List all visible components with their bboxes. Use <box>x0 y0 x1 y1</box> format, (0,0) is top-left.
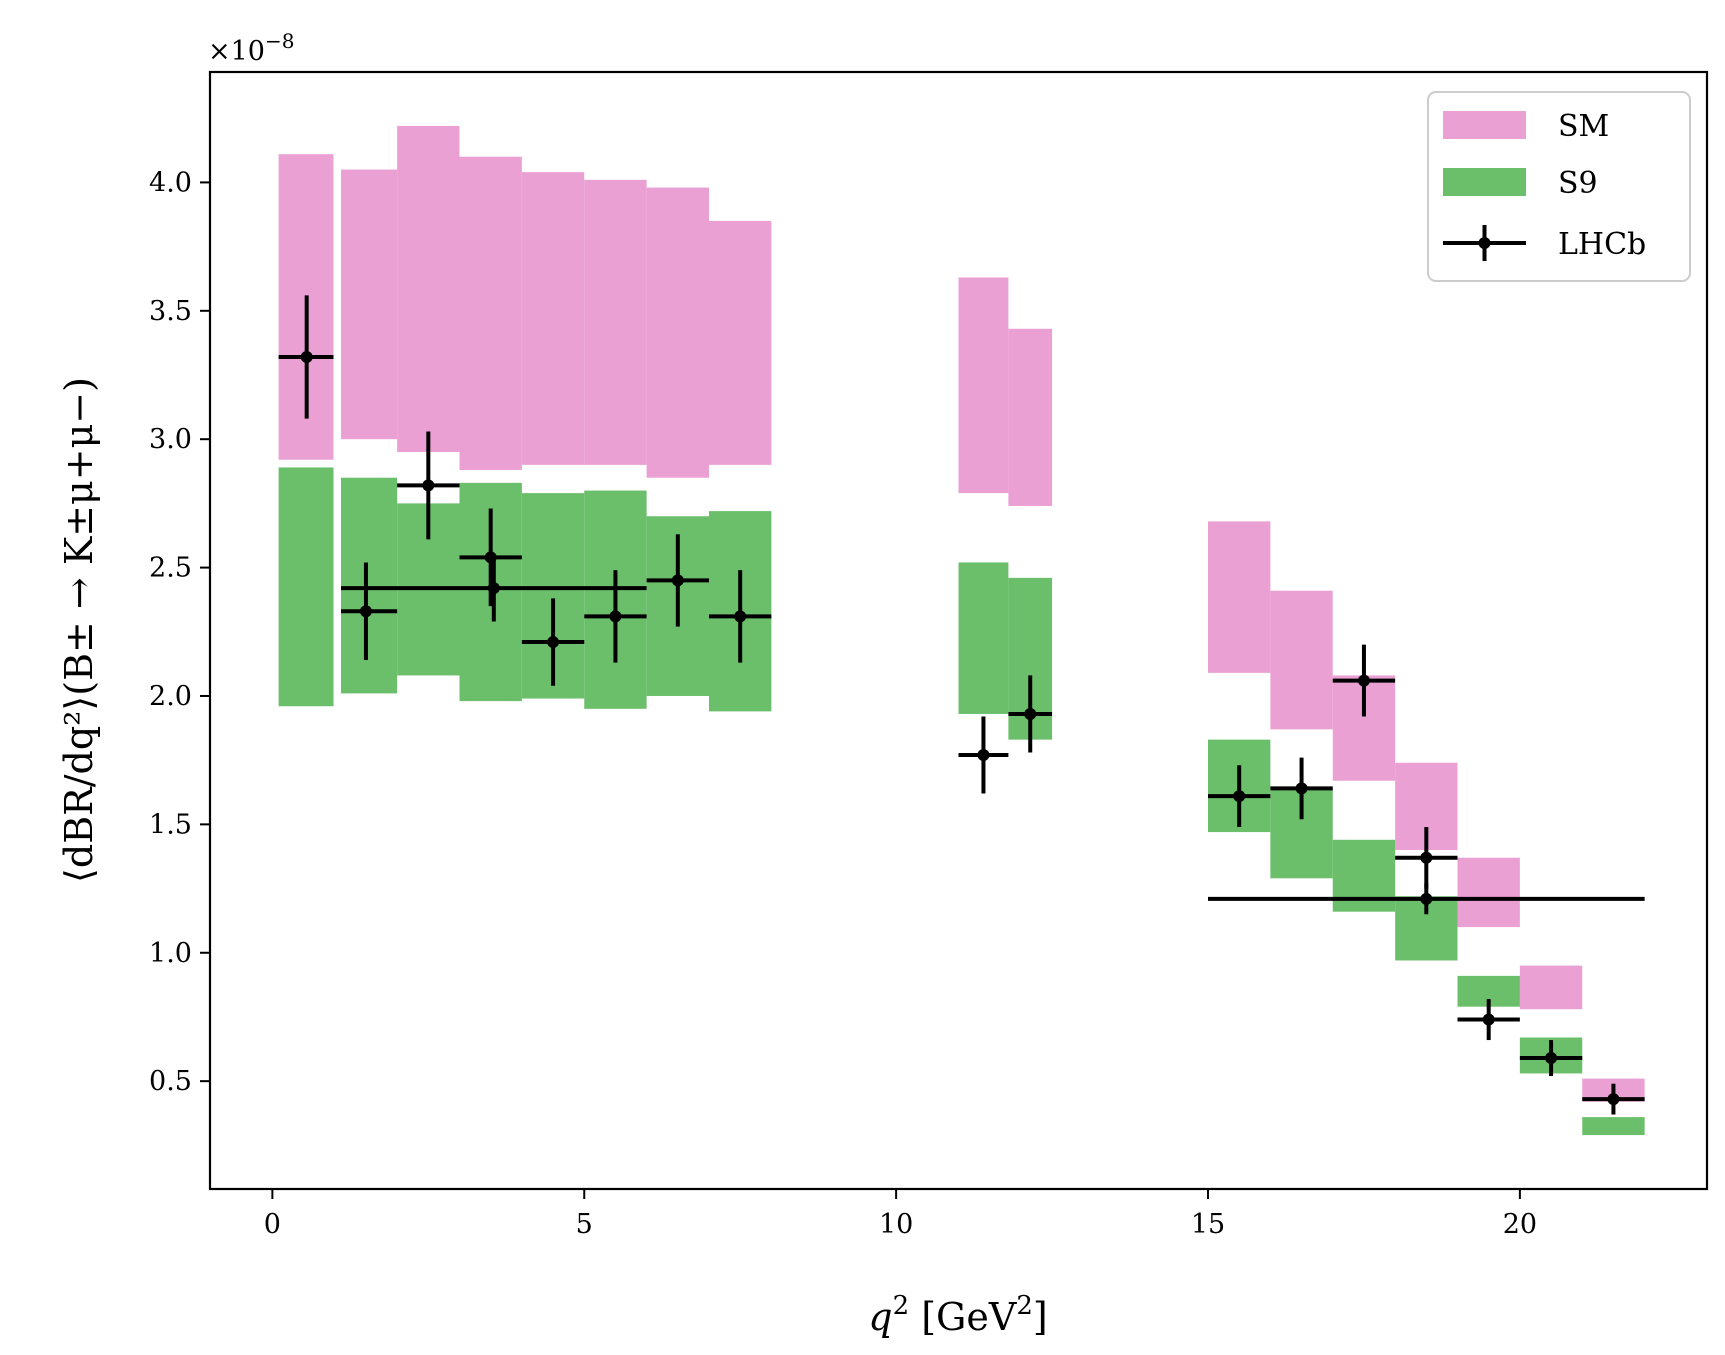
lhcb-point-0 <box>278 295 334 419</box>
x-tick-label-1: 5 <box>576 1209 593 1240</box>
legend-swatch-sm <box>1443 111 1526 139</box>
lhcb-point-10 <box>1008 675 1053 753</box>
sm-band-8 <box>958 277 1009 494</box>
plot-frame <box>208 70 1709 1191</box>
lhcb-point-16 <box>1457 998 1520 1041</box>
lhcb-marker-14 <box>1420 851 1433 864</box>
sm-band-6 <box>646 187 709 478</box>
legend-label-sm: SM <box>1558 109 1609 144</box>
lhcb-marker-13 <box>1357 674 1370 687</box>
s9-band-12 <box>1332 839 1396 912</box>
s9-band-1 <box>340 477 398 694</box>
lhcb-marker-16 <box>1482 1013 1495 1026</box>
x-axis: 0 5 10 15 20 <box>264 1189 1537 1240</box>
x-axis-title: q2 [GeV2] <box>868 1291 1047 1339</box>
y-tick-label-2: 1.5 <box>149 809 192 840</box>
y-axis-title: ⟨dBR/dq²⟩(B± → K±μ+μ−) <box>57 377 101 883</box>
sm-band-15 <box>1519 965 1583 1010</box>
x-tick-label-2: 10 <box>879 1209 913 1240</box>
lhcb-marker-5 <box>547 636 560 649</box>
legend-swatch-s9 <box>1443 168 1526 196</box>
lhcb-marker-1 <box>359 605 372 618</box>
lhcb-marker-2 <box>422 479 435 492</box>
sm-band-11 <box>1270 590 1333 730</box>
y-tick-label-0: 0.5 <box>149 1066 192 1097</box>
sm-band-2 <box>397 125 460 453</box>
lhcb-point-2 <box>397 431 460 540</box>
legend-marker-lhcb <box>1443 225 1526 261</box>
lhcb-marker-15 <box>1420 892 1433 905</box>
lhcb-marker-4 <box>487 582 500 595</box>
lhcb-marker-12 <box>1295 782 1308 795</box>
lhcb-marker-17 <box>1545 1052 1558 1065</box>
x-tick-label-0: 0 <box>264 1209 281 1240</box>
lhcb-point-9 <box>958 716 1009 794</box>
y-tick-label-1: 1.0 <box>149 938 192 969</box>
lhcb-point-5 <box>521 598 585 686</box>
lhcb-point-4 <box>340 554 647 622</box>
x-tick-label-4: 20 <box>1503 1209 1537 1240</box>
lhcb-point-12 <box>1270 757 1333 820</box>
lhcb-marker-18 <box>1607 1093 1620 1106</box>
lhcb-marker-9 <box>977 749 990 762</box>
sm-band-1 <box>340 169 398 440</box>
sm-band-9 <box>1008 328 1053 506</box>
lhcb-point-11 <box>1208 765 1271 827</box>
lhcb-marker-8 <box>734 610 747 623</box>
lhcb-point-6 <box>584 570 647 663</box>
s9-band-0 <box>278 467 334 707</box>
lhcb-marker-7 <box>671 574 684 587</box>
sm-band-7 <box>709 220 772 465</box>
lhcb-point-14 <box>1395 826 1458 889</box>
sm-band-4 <box>521 172 585 465</box>
y-tick-label-5: 3.0 <box>149 424 192 455</box>
lhcb-point-13 <box>1332 644 1396 717</box>
sm-band-14 <box>1457 857 1520 928</box>
lhcb-point-18 <box>1582 1083 1645 1115</box>
legend-label-lhcb: LHCb <box>1558 227 1646 262</box>
lhcb-point-15 <box>1208 883 1645 915</box>
sm-band-10 <box>1208 521 1271 673</box>
s9-band-8 <box>958 562 1009 714</box>
legend-box <box>1427 91 1691 282</box>
y-tick-label-6: 3.5 <box>149 296 192 327</box>
s9-band-16 <box>1582 1117 1645 1136</box>
y-axis: 0.5 1.0 1.5 2.0 2.5 3.0 3.5 4.0 <box>149 167 210 1097</box>
lhcb-marker-6 <box>609 610 622 623</box>
y-tick-label-7: 4.0 <box>149 167 192 198</box>
lhcb-point-1 <box>340 562 398 661</box>
y-tick-label-4: 2.5 <box>149 553 192 584</box>
sm-band-3 <box>459 156 522 471</box>
legend-label-s9: S9 <box>1558 166 1598 201</box>
y-exponent-label: ×10−8 <box>208 29 294 67</box>
lhcb-point-7 <box>646 534 709 627</box>
sm-band-5 <box>584 179 647 465</box>
x-tick-label-3: 15 <box>1191 1209 1225 1240</box>
lhcb-marker-11 <box>1233 790 1246 803</box>
lhcb-points-layer <box>278 295 1645 1115</box>
lhcb-point-8 <box>709 570 772 663</box>
legend: SM S9 LHCb <box>1427 91 1691 282</box>
lhcb-point-17 <box>1519 1040 1583 1077</box>
lhcb-marker-10 <box>1024 707 1037 720</box>
y-tick-label-3: 2.0 <box>149 681 192 712</box>
lhcb-marker-0 <box>300 351 313 364</box>
